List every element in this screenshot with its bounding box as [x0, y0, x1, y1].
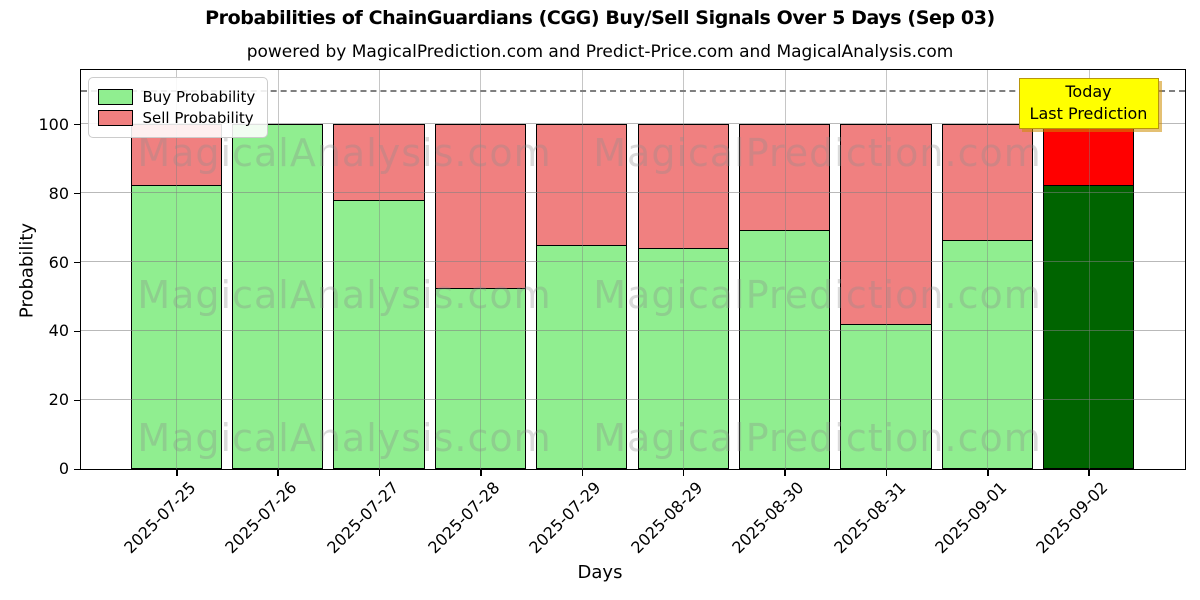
y-tick-mark — [74, 399, 81, 402]
x-gridline — [277, 69, 279, 469]
legend-label-buy: Buy Probability — [142, 87, 256, 106]
watermark-text: MagicalAnalysis.com — [137, 130, 552, 175]
today-annotation: Today Last Prediction — [1018, 77, 1159, 129]
y-gridline — [80, 191, 1185, 193]
y-tick-label: 60 — [48, 252, 69, 272]
buy-bar-segment — [637, 247, 729, 469]
legend: Buy Probability Sell Probability — [87, 76, 269, 138]
buy-bar-segment — [333, 199, 425, 469]
x-tick-mark — [581, 469, 584, 477]
threshold-dashed-line — [80, 89, 1185, 92]
legend-entry-sell: Sell Probability — [97, 108, 256, 127]
x-tick-mark — [1088, 469, 1090, 477]
y-tick-mark — [74, 192, 81, 195]
x-gridline — [176, 69, 178, 469]
y-tick-mark — [74, 468, 81, 471]
watermark-text: MagicalAnalysis.com — [137, 272, 552, 317]
chart-subtitle: powered by MagicalPrediction.com and Pre… — [246, 42, 954, 62]
legend-label-sell: Sell Probability — [142, 108, 254, 127]
x-tick-mark — [176, 469, 178, 477]
buy-bar-segment — [130, 184, 222, 469]
y-gridline — [80, 329, 1185, 331]
sell-bar-segment — [637, 123, 729, 250]
x-tick-mark — [885, 469, 888, 477]
legend-entry-buy: Buy Probability — [97, 87, 256, 106]
x-tick-label: 2025-08-29 — [626, 478, 707, 558]
buy-bar-segment — [840, 323, 932, 469]
y-tick-label: 20 — [48, 390, 69, 410]
y-tick-mark — [74, 261, 81, 264]
watermark-text: MagicalAnalysis.com — [137, 415, 552, 460]
x-tick-mark — [480, 469, 482, 477]
x-tick-label: 2025-07-25 — [120, 478, 200, 558]
x-gridline — [581, 69, 583, 469]
y-gridline — [80, 122, 1185, 124]
x-tick-mark — [987, 469, 989, 477]
x-gridline — [1088, 69, 1090, 469]
x-gridline — [480, 69, 482, 469]
x-gridline — [379, 69, 381, 469]
x-tick-label: 2025-07-27 — [322, 478, 403, 558]
x-tick-label: 2025-09-02 — [1032, 478, 1112, 558]
y-tick-label: 80 — [48, 183, 69, 203]
buy-bar-segment — [232, 123, 324, 469]
buy-bar-segment — [536, 244, 628, 469]
x-tick-mark — [277, 469, 279, 477]
watermark-text: MagicalPrediction.com — [593, 130, 1042, 175]
sell-bar-segment — [333, 123, 425, 202]
y-tick-label: 0 — [58, 459, 69, 479]
y-gridline — [80, 260, 1185, 262]
x-tick-label: 2025-08-30 — [728, 478, 808, 558]
chart-title: Probabilities of ChainGuardians (CGG) Bu… — [205, 7, 995, 29]
x-tick-label: 2025-07-26 — [221, 478, 301, 558]
x-tick-mark — [378, 469, 381, 477]
x-gridline — [784, 69, 786, 469]
y-gridline — [80, 398, 1185, 400]
sell-bar-segment — [738, 123, 831, 231]
plot-area: MagicalAnalysis.com MagicalPrediction.com… — [79, 68, 1186, 470]
today-annotation-line1: Today — [1065, 82, 1112, 101]
sell-bar-segment — [840, 123, 932, 326]
sell-bar-segment — [1043, 123, 1135, 186]
y-tick-mark — [74, 123, 81, 126]
x-tick-label: 2025-07-29 — [525, 478, 605, 558]
y-tick-label: 40 — [48, 321, 69, 341]
x-tick-label: 2025-08-31 — [829, 478, 909, 558]
y-tick-mark — [74, 330, 81, 333]
x-gridline — [683, 69, 685, 469]
buy-bar-segment — [434, 287, 527, 469]
x-tick-label: 2025-07-28 — [424, 478, 504, 558]
buy-swatch-icon — [97, 88, 133, 105]
y-tick-label: 100 — [38, 114, 69, 134]
y-axis-title: Probability — [16, 222, 38, 319]
watermark-text: MagicalPrediction.com — [593, 415, 1042, 460]
x-tick-label: 2025-09-01 — [931, 478, 1011, 558]
sell-bar-segment — [941, 123, 1033, 241]
x-gridline — [987, 69, 989, 469]
watermark-text: MagicalPrediction.com — [593, 272, 1042, 317]
sell-swatch-icon — [97, 109, 133, 126]
buy-bar-segment — [1043, 184, 1135, 469]
x-tick-mark — [784, 469, 786, 477]
sell-bar-segment — [536, 123, 628, 247]
x-axis-title: Days — [577, 562, 623, 583]
today-annotation-line2: Last Prediction — [1029, 104, 1148, 123]
buy-bar-segment — [738, 229, 831, 469]
x-gridline — [885, 69, 887, 469]
x-tick-mark — [682, 469, 685, 477]
